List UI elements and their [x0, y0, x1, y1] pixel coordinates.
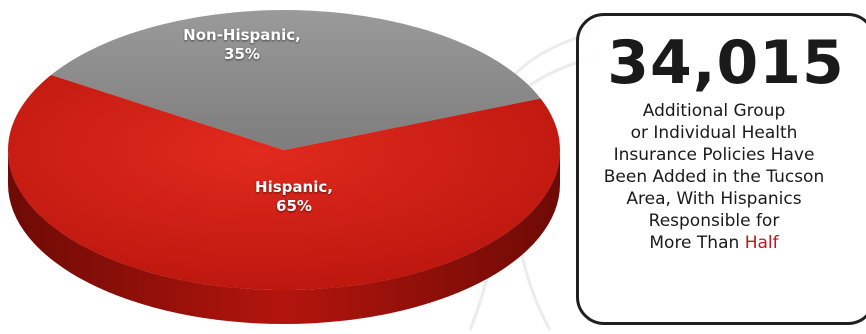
slice-label-hispanic: Hispanic, 65% — [194, 178, 394, 216]
slice-label-hispanic-pct: 65% — [276, 197, 312, 215]
stat-line-7-prefix: More Than — [649, 233, 745, 253]
stat-callout-card: 34,015 Additional Group or Individual He… — [576, 13, 866, 325]
slice-non-hispanic — [51, 10, 541, 150]
slice-hispanic — [7, 75, 560, 291]
slice-label-non-hispanic-pct: 35% — [224, 45, 260, 63]
pie-side-wall — [8, 150, 560, 324]
stat-line-5: Area, With Hispanics — [626, 189, 802, 209]
slice-label-non-hispanic: Non-Hispanic, 35% — [142, 26, 342, 64]
stat-line-4: Been Added in the Tucson — [603, 167, 825, 187]
slice-label-hispanic-name: Hispanic, — [255, 178, 333, 196]
stat-line-3: Insurance Policies Have — [613, 145, 815, 165]
stat-line-1: Additional Group — [642, 101, 786, 121]
stat-line-6: Responsible for — [648, 211, 780, 231]
pie-chart — [7, 10, 560, 324]
stat-highlight-word: Half — [744, 233, 779, 253]
stat-line-7: More Than Half — [579, 232, 849, 254]
slice-label-non-hispanic-name: Non-Hispanic, — [183, 26, 301, 44]
stat-description: Additional Group or Individual Health In… — [579, 100, 866, 254]
stat-number: 34,015 — [607, 28, 845, 98]
stat-line-2: or Individual Health — [630, 123, 798, 143]
